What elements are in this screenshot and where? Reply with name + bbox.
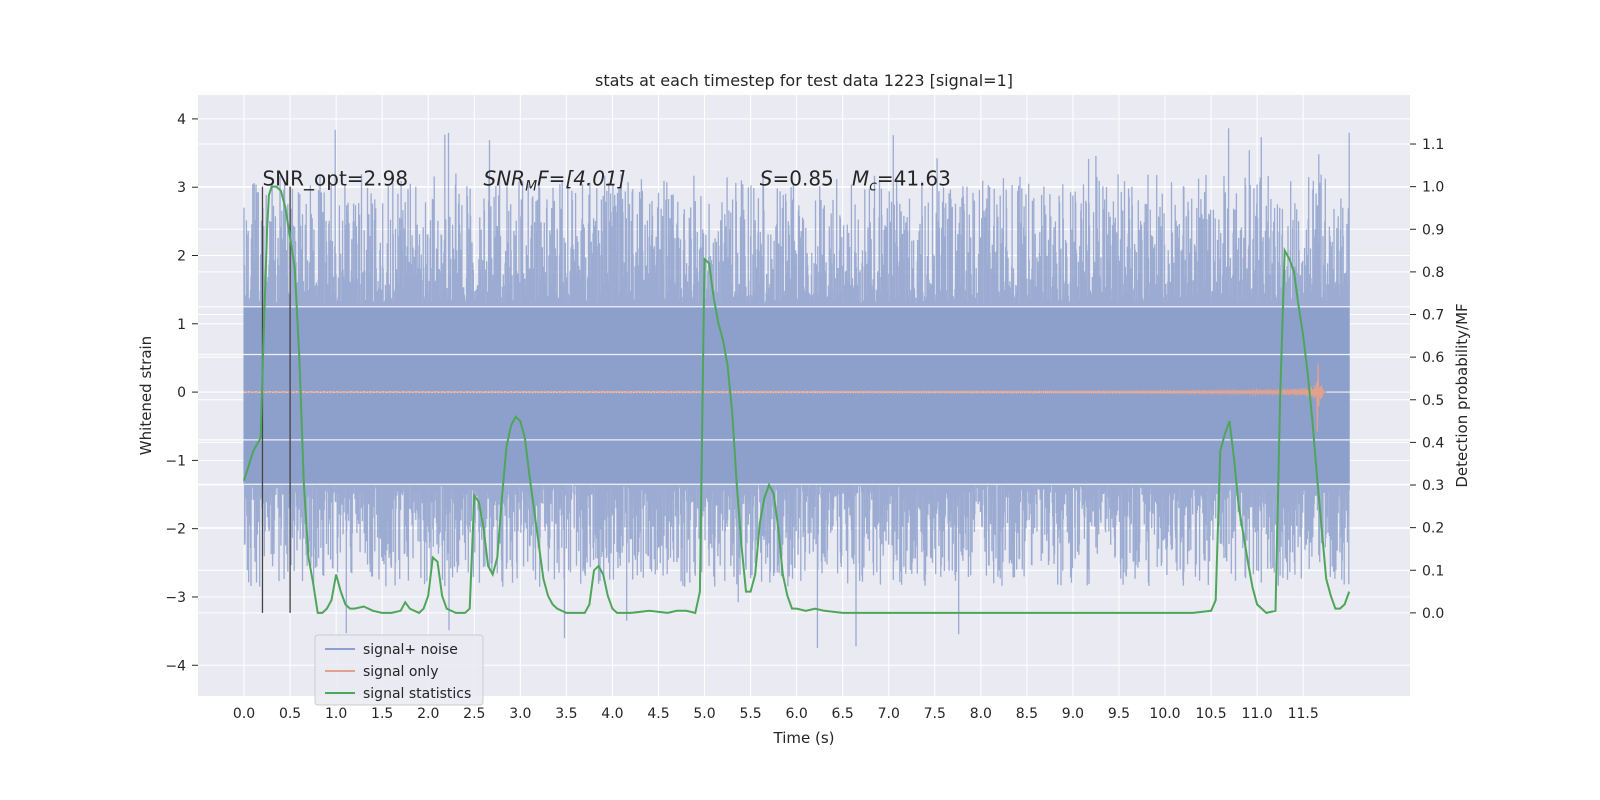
signal-statistics-series <box>243 185 1351 615</box>
annotation-snr-mf-sub: M <box>525 179 537 195</box>
y-tick-label-right: 0.8 <box>1422 265 1444 281</box>
x-tick-label: 10.5 <box>1195 706 1226 722</box>
x-tick-label: 0.5 <box>279 706 301 722</box>
tick-labels: 0.0 0.5 1.0 1.5 2.0 2.5 3.0 3.5 4.0 4.5 5.0 5.5 6.0 6… <box>165 112 1444 722</box>
y-tick-label-right: 0.2 <box>1422 521 1444 537</box>
noise-band <box>244 306 1350 485</box>
y-tick-label-right: 1.0 <box>1422 180 1444 196</box>
annotation-s-rest: =0.85 <box>772 167 833 191</box>
signal-only-trace <box>243 363 1327 432</box>
y-axis-label-left: Whitened strain <box>137 336 155 455</box>
legend-label: signal only <box>363 664 438 680</box>
x-tick-label: 4.5 <box>647 706 669 722</box>
annotation-snr-mf: SNRMF=[4.01] <box>484 167 626 195</box>
legend: signal+ noise signal only signal statistic… <box>314 634 484 706</box>
y-tick-label-left: −4 <box>165 658 186 674</box>
y-tick-label-right: 0.6 <box>1422 350 1444 366</box>
x-tick-label: 9.0 <box>1062 706 1084 722</box>
x-tick-label: 6.5 <box>832 706 854 722</box>
annotation-snr-mf-main: SNR <box>484 167 526 191</box>
y-tick-label-right: 0.3 <box>1422 478 1444 494</box>
y-tick-label-left: 1 <box>177 317 186 333</box>
x-tick-label: 4.0 <box>601 706 623 722</box>
y-tick-label-left: −1 <box>165 453 186 469</box>
y-tick-label-left: 3 <box>177 180 186 196</box>
annotation-s: S=0.85 <box>760 167 834 191</box>
x-tick-label: 6.0 <box>785 706 807 722</box>
x-tick-label: 8.0 <box>970 706 992 722</box>
y-tick-label-right: 0.4 <box>1422 435 1444 451</box>
annotation-s-main: S <box>760 167 773 191</box>
legend-label: signal+ noise <box>363 642 458 658</box>
x-tick-label: 1.0 <box>325 706 347 722</box>
statistics-trace <box>243 185 1351 615</box>
x-tick-label: 11.5 <box>1288 706 1319 722</box>
y-tick-label-right: 0.9 <box>1422 222 1444 238</box>
x-axis-label: Time (s) <box>773 729 835 747</box>
signal-noise-series <box>198 128 1410 648</box>
y-tick-label-left: −3 <box>165 590 186 606</box>
x-tick-label: 3.5 <box>555 706 577 722</box>
y-tick-label-right: 0.7 <box>1422 308 1444 324</box>
x-tick-label: 2.0 <box>417 706 439 722</box>
annotation-mc-sub: c <box>869 179 877 195</box>
annotation-mc-main: M <box>852 167 869 191</box>
y-tick-label-right: 0.0 <box>1422 606 1444 622</box>
x-tick-label: 11.0 <box>1242 706 1273 722</box>
x-tick-label: 0.0 <box>233 706 255 722</box>
x-tick-label: 3.0 <box>509 706 531 722</box>
x-tick-label: 5.0 <box>693 706 715 722</box>
signal-only-series <box>243 363 1327 432</box>
x-tick-label: 8.5 <box>1016 706 1038 722</box>
x-tick-label: 5.5 <box>739 706 761 722</box>
x-tick-label: 7.5 <box>924 706 946 722</box>
annotation-mc-rest: =41.63 <box>877 167 951 191</box>
y-tick-label-right: 0.1 <box>1422 563 1444 579</box>
x-tick-label: 9.5 <box>1108 706 1130 722</box>
annotation-snr-mf-rest: F=[4.01] <box>537 167 625 191</box>
y-tick-label-right: 1.1 <box>1422 137 1444 153</box>
legend-label: signal statistics <box>363 686 471 702</box>
annotation-mc: Mc=41.63 <box>852 167 951 195</box>
x-tick-label: 7.0 <box>878 706 900 722</box>
legend-box <box>314 634 484 706</box>
y-tick-label-right: 0.5 <box>1422 393 1444 409</box>
chart-title: stats at each timestep for test data 122… <box>595 71 1013 90</box>
y-tick-label-left: 2 <box>177 248 186 264</box>
y-tick-label-left: 0 <box>177 385 186 401</box>
x-tick-label: 2.5 <box>463 706 485 722</box>
y-tick-label-left: 4 <box>177 112 186 128</box>
y-axis-label-right: Detection probability/MF <box>1453 303 1471 487</box>
x-tick-label: 1.5 <box>371 706 393 722</box>
x-tick-label: 10.0 <box>1149 706 1180 722</box>
annotation-snr-opt: SNR_opt=2.98 <box>262 167 408 191</box>
y-tick-label-left: −2 <box>165 522 186 538</box>
